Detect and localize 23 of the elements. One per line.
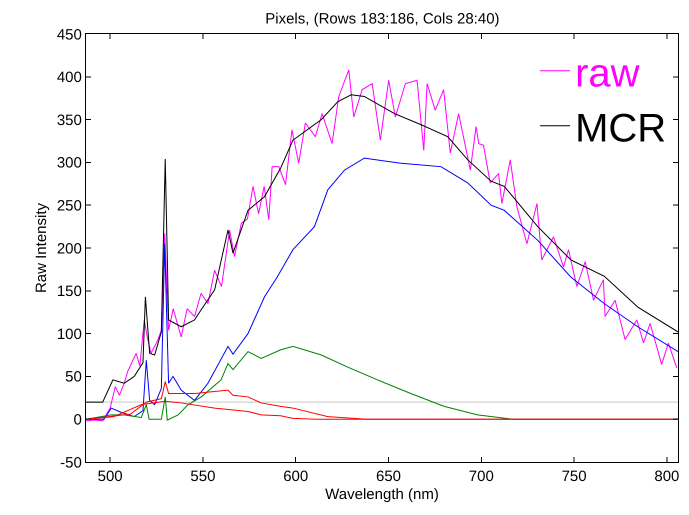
x-tick-label: 600 xyxy=(283,468,308,486)
legend-label: raw xyxy=(575,51,640,96)
y-tick-label: 300 xyxy=(56,154,82,172)
legend-label: MCR xyxy=(575,106,666,150)
x-tick-label: 650 xyxy=(376,468,402,486)
y-tick-label: 450 xyxy=(56,26,82,44)
y-tick-label: 150 xyxy=(56,283,82,300)
y-tick-label: 250 xyxy=(56,197,82,214)
y-axis-title: Raw Intensity xyxy=(33,202,50,294)
x-tick-label: 750 xyxy=(562,468,587,486)
y-tick-label: 400 xyxy=(56,69,82,86)
x-axis-title: Wavelength (nm) xyxy=(325,486,439,504)
y-tick-label: 200 xyxy=(56,240,82,258)
y-tick-label: 350 xyxy=(56,112,82,129)
y-tick-label: 0 xyxy=(74,411,82,428)
y-tick-label: -50 xyxy=(60,454,82,472)
y-tick-label: 100 xyxy=(56,326,82,343)
x-tick-label: 700 xyxy=(468,468,494,486)
chart-title: Pixels, (Rows 183:186, Cols 28:40) xyxy=(265,10,500,28)
y-tick-label: 50 xyxy=(65,368,82,386)
x-tick-label: 800 xyxy=(654,468,680,486)
x-tick-label: 550 xyxy=(190,468,216,486)
x-tick-label: 500 xyxy=(98,468,123,486)
